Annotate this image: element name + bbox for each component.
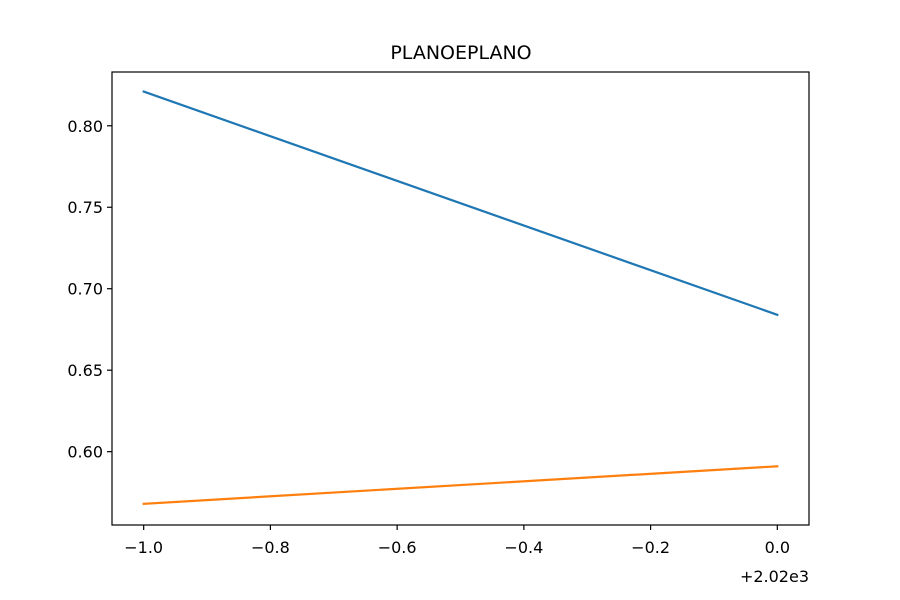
series-layer — [142, 90, 779, 505]
x-tick-label: −0.6 — [378, 538, 417, 557]
y-tick-label: 0.65 — [67, 361, 103, 380]
series-line-1 — [142, 90, 779, 317]
x-tick-label: −0.4 — [504, 538, 543, 557]
x-tick-label: 0.0 — [765, 538, 790, 557]
y-tick-label: 0.60 — [67, 443, 103, 462]
y-tick-label: 0.70 — [67, 280, 103, 299]
series-line-2 — [142, 465, 779, 505]
y-tick-label: 0.80 — [67, 117, 103, 136]
x-axis: −1.0 −0.8 −0.6 −0.4 −0.2 0.0 — [124, 525, 790, 557]
y-axis: 0.60 0.65 0.70 0.75 0.80 — [67, 117, 112, 462]
x-tick-label: −0.8 — [251, 538, 290, 557]
x-tick-label: −1.0 — [124, 538, 163, 557]
chart-title: PLANOEPLANO — [390, 42, 531, 64]
plot-frame — [111, 71, 810, 526]
y-tick-label: 0.75 — [67, 198, 103, 217]
x-tick-label: −0.2 — [631, 538, 670, 557]
x-axis-offset-label: +2.02e3 — [740, 567, 809, 586]
